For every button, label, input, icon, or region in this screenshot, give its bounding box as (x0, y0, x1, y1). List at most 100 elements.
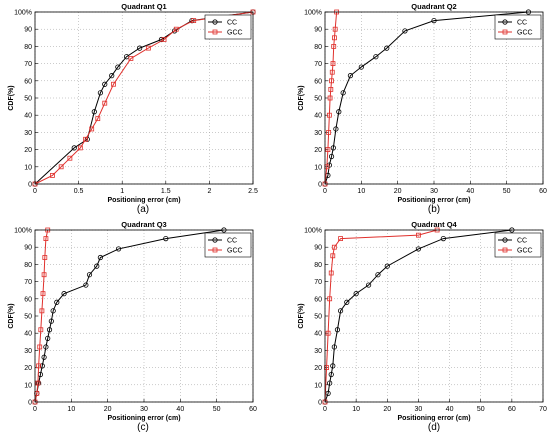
data-point-gcc (331, 244, 337, 250)
y-tick-label: 20 (314, 365, 322, 372)
series-line-cc (34, 229, 225, 403)
x-tick-label: 10 (67, 406, 75, 413)
data-point-gcc (328, 270, 334, 276)
data-point-gcc (35, 380, 41, 386)
data-point-gcc (328, 87, 334, 92)
data-point-gcc (329, 69, 335, 75)
x-tick-label: 60 (249, 406, 257, 413)
data-point-gcc (332, 35, 337, 41)
y-tick-label: 100% (14, 228, 32, 235)
y-axis-label: CDF(%) (298, 85, 305, 110)
legend-label: GCC (227, 248, 243, 255)
y-tick-label: 20 (314, 147, 322, 154)
data-point-gcc (324, 365, 329, 371)
legend-marker (502, 247, 508, 253)
data-point-cc (440, 236, 446, 242)
x-tick-label: 30 (140, 406, 148, 413)
legend-label: GCC (227, 30, 243, 37)
y-tick-label: 50 (24, 96, 32, 103)
x-tick-label: 1 (120, 188, 124, 195)
x-tick-label: 40 (466, 188, 474, 195)
data-point-gcc (329, 78, 334, 84)
data-point-gcc (111, 81, 116, 87)
legend-marker (212, 247, 218, 253)
x-tick-label: 10 (352, 406, 360, 413)
data-point-gcc (338, 236, 343, 242)
legend-marker (502, 237, 508, 243)
y-tick-label: 100% (14, 10, 32, 17)
x-tick-label: 40 (176, 406, 184, 413)
data-point-cc (333, 126, 339, 132)
x-tick-label: 2.5 (248, 188, 258, 195)
x-tick-label: 60 (508, 406, 516, 413)
x-tick-label: 50 (213, 406, 221, 413)
legend-box (494, 232, 542, 258)
y-tick-label: 80 (314, 262, 322, 269)
series-line-gcc (34, 11, 254, 185)
legend: CC GCC (204, 232, 252, 258)
chart-title: Quadrant Q1 (121, 2, 166, 11)
data-point-cc (328, 153, 335, 160)
data-point-gcc (95, 116, 101, 122)
legend-label: CC (517, 238, 527, 245)
y-tick-label: 60 (24, 78, 32, 85)
data-point-gcc (326, 112, 332, 118)
chart-panel-4: 0 10 20 30 40 50 60 70 0 10 20 30 40 50 60 70 80 90 100% Qu… (298, 220, 547, 433)
data-point-gcc (173, 26, 179, 32)
data-point-gcc (191, 18, 197, 24)
x-axis-label: Positioning error (cm) (397, 415, 470, 422)
legend: CC GCC (494, 14, 542, 40)
data-point-gcc (327, 95, 333, 101)
y-axis-label: CDF(%) (8, 303, 15, 328)
data-point-cc (163, 236, 169, 242)
y-tick-label: 40 (24, 331, 32, 338)
chart-title: Quadrant Q4 (411, 220, 457, 229)
y-tick-label: 30 (24, 348, 32, 355)
y-tick-label: 20 (24, 147, 32, 154)
legend: CC GCC (204, 14, 252, 40)
data-point-cc (94, 263, 100, 269)
data-point-gcc (102, 100, 108, 106)
data-point-gcc (77, 145, 83, 151)
data-point-cc (97, 254, 104, 261)
legend-label: CC (227, 20, 237, 27)
series-line-gcc (324, 229, 438, 403)
y-tick-label: 50 (314, 314, 322, 321)
data-point-cc (45, 335, 51, 341)
data-point-cc (334, 327, 341, 333)
y-tick-label: 100% (304, 10, 322, 17)
y-tick-label: 50 (24, 314, 32, 321)
data-point-cc (431, 17, 437, 24)
y-tick-label: 60 (314, 296, 322, 303)
data-point-cc (97, 90, 104, 96)
data-point-cc (86, 272, 93, 278)
y-tick-label: 40 (314, 113, 322, 120)
x-tick-label: 2 (207, 188, 211, 195)
data-point-cc (384, 45, 390, 51)
x-tick-label: 1.5 (161, 188, 171, 195)
y-tick-label: 70 (314, 61, 322, 68)
data-point-cc (330, 363, 336, 369)
series-line-gcc (324, 11, 338, 185)
y-tick-label: 0 (28, 400, 32, 407)
data-point-gcc (332, 26, 338, 32)
data-point-gcc (50, 172, 55, 178)
legend-box (204, 14, 252, 40)
axes-frame (324, 11, 544, 185)
y-tick-label: 60 (314, 78, 322, 85)
x-tick-label: 20 (104, 406, 112, 413)
data-point-gcc (36, 363, 42, 369)
y-axis-label: CDF(%) (298, 303, 305, 328)
legend-label: GCC (517, 30, 533, 37)
data-point-gcc (161, 37, 167, 42)
y-tick-label: 0 (318, 182, 322, 189)
x-tick-label: 0 (323, 188, 327, 195)
y-tick-label: 10 (314, 164, 322, 171)
data-point-cc (336, 109, 342, 115)
data-point-cc (328, 371, 334, 378)
x-tick-label: 10 (357, 188, 365, 195)
x-tick-label: 30 (415, 406, 423, 413)
y-tick-label: 70 (314, 279, 322, 286)
legend-box (204, 232, 252, 258)
data-point-gcc (41, 272, 47, 278)
